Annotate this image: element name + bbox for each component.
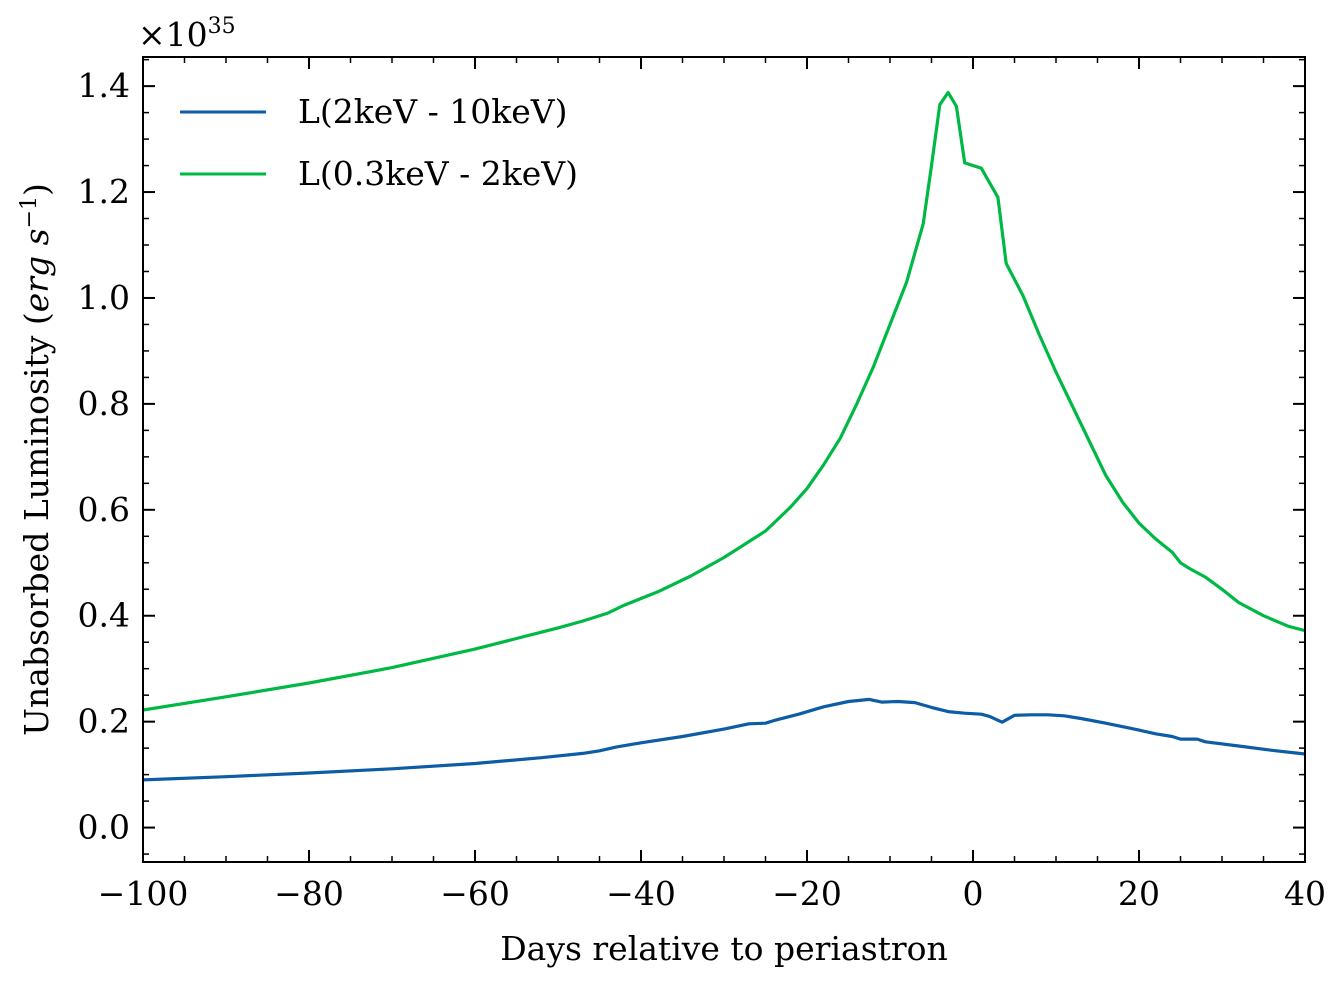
- y-tick-label: 1.0: [78, 278, 130, 317]
- legend-label-soft: L(0.3keV - 2keV): [298, 154, 578, 193]
- x-tick-label: 20: [1118, 874, 1160, 913]
- y-multiplier-exponent: 35: [208, 14, 236, 39]
- y-tick-label: 0.2: [78, 702, 130, 741]
- x-tick-label: −80: [274, 874, 344, 913]
- series-layer: [143, 90, 1305, 782]
- plot-frame: [142, 56, 1306, 863]
- y-tick-label: 0.0: [78, 808, 130, 847]
- legend-label-hard: L(2keV - 10keV): [298, 92, 568, 131]
- series-line-1: [143, 90, 1305, 712]
- y-multiplier-base: ×10: [138, 15, 208, 54]
- x-axis-label: Days relative to periastron: [500, 929, 948, 968]
- series-line-0: [143, 697, 1305, 782]
- y-tick-label: 1.4: [78, 66, 130, 105]
- y-tick-label: 0.4: [78, 596, 130, 635]
- y-axis-label-main: Unabsorbed Luminosity (: [17, 312, 56, 736]
- y-axis-multiplier: ×1035: [138, 14, 236, 54]
- y-tick-label: 0.6: [78, 490, 130, 529]
- x-tick-label: −40: [606, 874, 676, 913]
- y-axis-label-unit: erg s: [17, 228, 56, 312]
- x-tick-label: 0: [963, 874, 984, 913]
- y-axis-label: Unabsorbed Luminosity (erg s−1): [17, 183, 56, 736]
- legend: L(2keV - 10keV) L(0.3keV - 2keV): [180, 92, 578, 193]
- y-tick-label: 1.2: [78, 172, 130, 211]
- x-tick-label: −20: [772, 874, 842, 913]
- y-axis-label-close: ): [17, 183, 56, 196]
- x-tick-label: 40: [1284, 874, 1326, 913]
- y-axis-label-exponent: −1: [17, 196, 42, 228]
- x-tick-label: −60: [440, 874, 510, 913]
- x-tick-label: −100: [98, 874, 189, 913]
- y-tick-label: 0.8: [78, 384, 130, 423]
